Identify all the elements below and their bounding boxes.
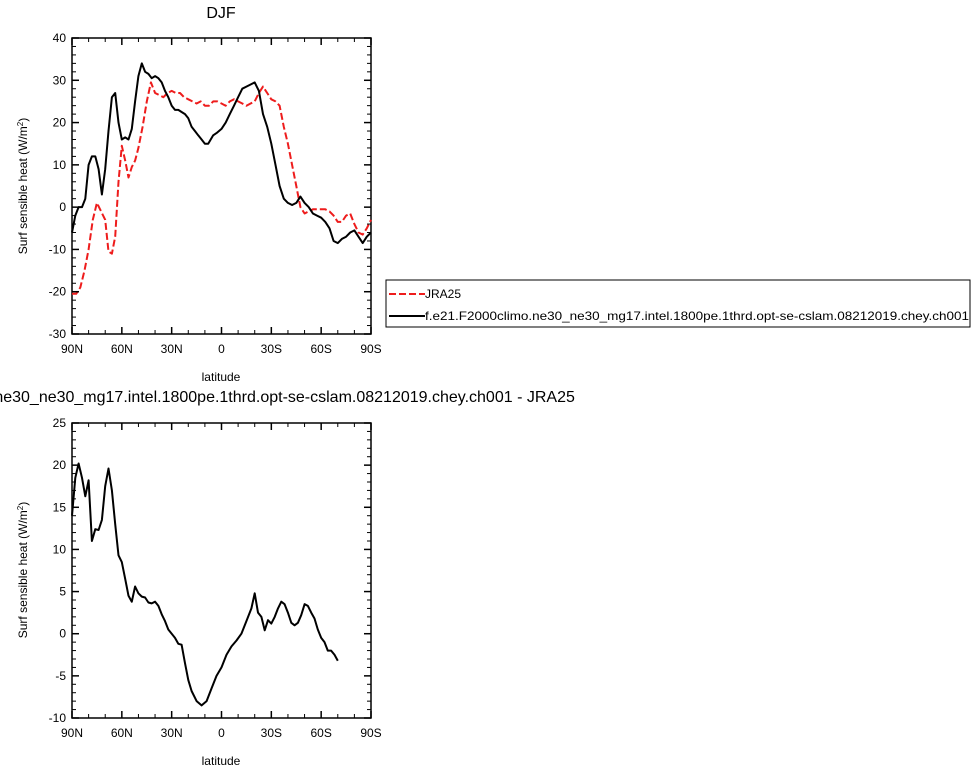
bottom-y-tick-labels: -10 -5 0 5 10 15 20 25 bbox=[49, 416, 67, 725]
top-x-tick-label: 90N bbox=[61, 342, 83, 356]
top-x-tick-labels: 90N 60N 30N 0 30S 60S 90S bbox=[61, 342, 382, 356]
top-x-tick-label: 60N bbox=[111, 342, 133, 356]
panel-bottom: f.e21.F2000climo.ne30_ne30_mg17.intel.18… bbox=[0, 389, 575, 768]
bottom-chart-title: f.e21.F2000climo.ne30_ne30_mg17.intel.18… bbox=[0, 389, 575, 406]
legend-label-model: f.e21.F2000climo.ne30_ne30_mg17.intel.18… bbox=[425, 309, 969, 323]
bottom-y-tick-label: -5 bbox=[55, 669, 66, 683]
top-series-group bbox=[71, 62, 372, 295]
top-x-tick-label: 30N bbox=[161, 342, 183, 356]
top-y-tick-label: -30 bbox=[49, 327, 67, 341]
bottom-y-tick-label: 25 bbox=[53, 416, 67, 430]
top-x-tick-label: 90S bbox=[360, 342, 381, 356]
bottom-y-tick-label: 10 bbox=[53, 542, 67, 556]
bottom-x-tick-labels: 90N 60N 30N 0 30S 60S 90S bbox=[61, 726, 382, 740]
bottom-x-tick-label: 30S bbox=[261, 726, 282, 740]
top-y-tick-label: 20 bbox=[53, 116, 67, 130]
top-series-line-1 bbox=[71, 62, 372, 245]
bottom-y-tick-label: -10 bbox=[49, 711, 67, 725]
bottom-y-tick-label: 0 bbox=[59, 627, 66, 641]
bottom-series-line-0 bbox=[71, 462, 339, 707]
bottom-x-tick-label: 90S bbox=[360, 726, 381, 740]
top-y-tick-label: -10 bbox=[49, 242, 67, 256]
top-x-tick-label: 30S bbox=[261, 342, 282, 356]
top-x-tick-label: 60S bbox=[310, 342, 331, 356]
top-series-line-0 bbox=[72, 81, 372, 295]
top-plot-frame bbox=[71, 37, 372, 335]
top-y-tick-label: -20 bbox=[49, 285, 67, 299]
legend-label-jra25: JRA25 bbox=[425, 287, 461, 301]
bottom-x-tick-label: 30N bbox=[161, 726, 183, 740]
bottom-x-tick-label: 60S bbox=[310, 726, 331, 740]
top-y-axis-label: Surf sensible heat (W/m2) bbox=[16, 118, 30, 255]
top-y-tick-labels: -30 -20 -10 0 10 20 30 40 bbox=[49, 31, 67, 341]
bottom-x-tick-label: 0 bbox=[218, 726, 225, 740]
top-x-axis-label: latitude bbox=[202, 370, 241, 384]
top-chart-title: DJF bbox=[206, 5, 236, 22]
top-x-tick-label: 0 bbox=[218, 342, 225, 356]
bottom-y-tick-label: 5 bbox=[59, 585, 66, 599]
legend: JRA25 f.e21.F2000climo.ne30_ne30_mg17.in… bbox=[385, 279, 971, 328]
bottom-series-group bbox=[71, 462, 339, 707]
top-y-tick-label: 40 bbox=[53, 31, 67, 45]
legend-box bbox=[385, 279, 971, 328]
bottom-x-axis-label: latitude bbox=[202, 754, 241, 768]
bottom-x-tick-label: 90N bbox=[61, 726, 83, 740]
top-y-tick-label: 10 bbox=[53, 158, 67, 172]
bottom-plot-frame bbox=[71, 422, 372, 719]
top-y-tick-label: 0 bbox=[59, 200, 66, 214]
top-y-tick-label: 30 bbox=[53, 73, 67, 87]
bottom-y-tick-label: 15 bbox=[53, 500, 67, 514]
top-ticks-group bbox=[71, 37, 372, 335]
bottom-y-axis-label: Surf sensible heat (W/m2) bbox=[16, 502, 30, 639]
bottom-ticks-group bbox=[71, 422, 372, 719]
bottom-y-tick-label: 20 bbox=[53, 458, 67, 472]
bottom-x-tick-label: 60N bbox=[111, 726, 133, 740]
